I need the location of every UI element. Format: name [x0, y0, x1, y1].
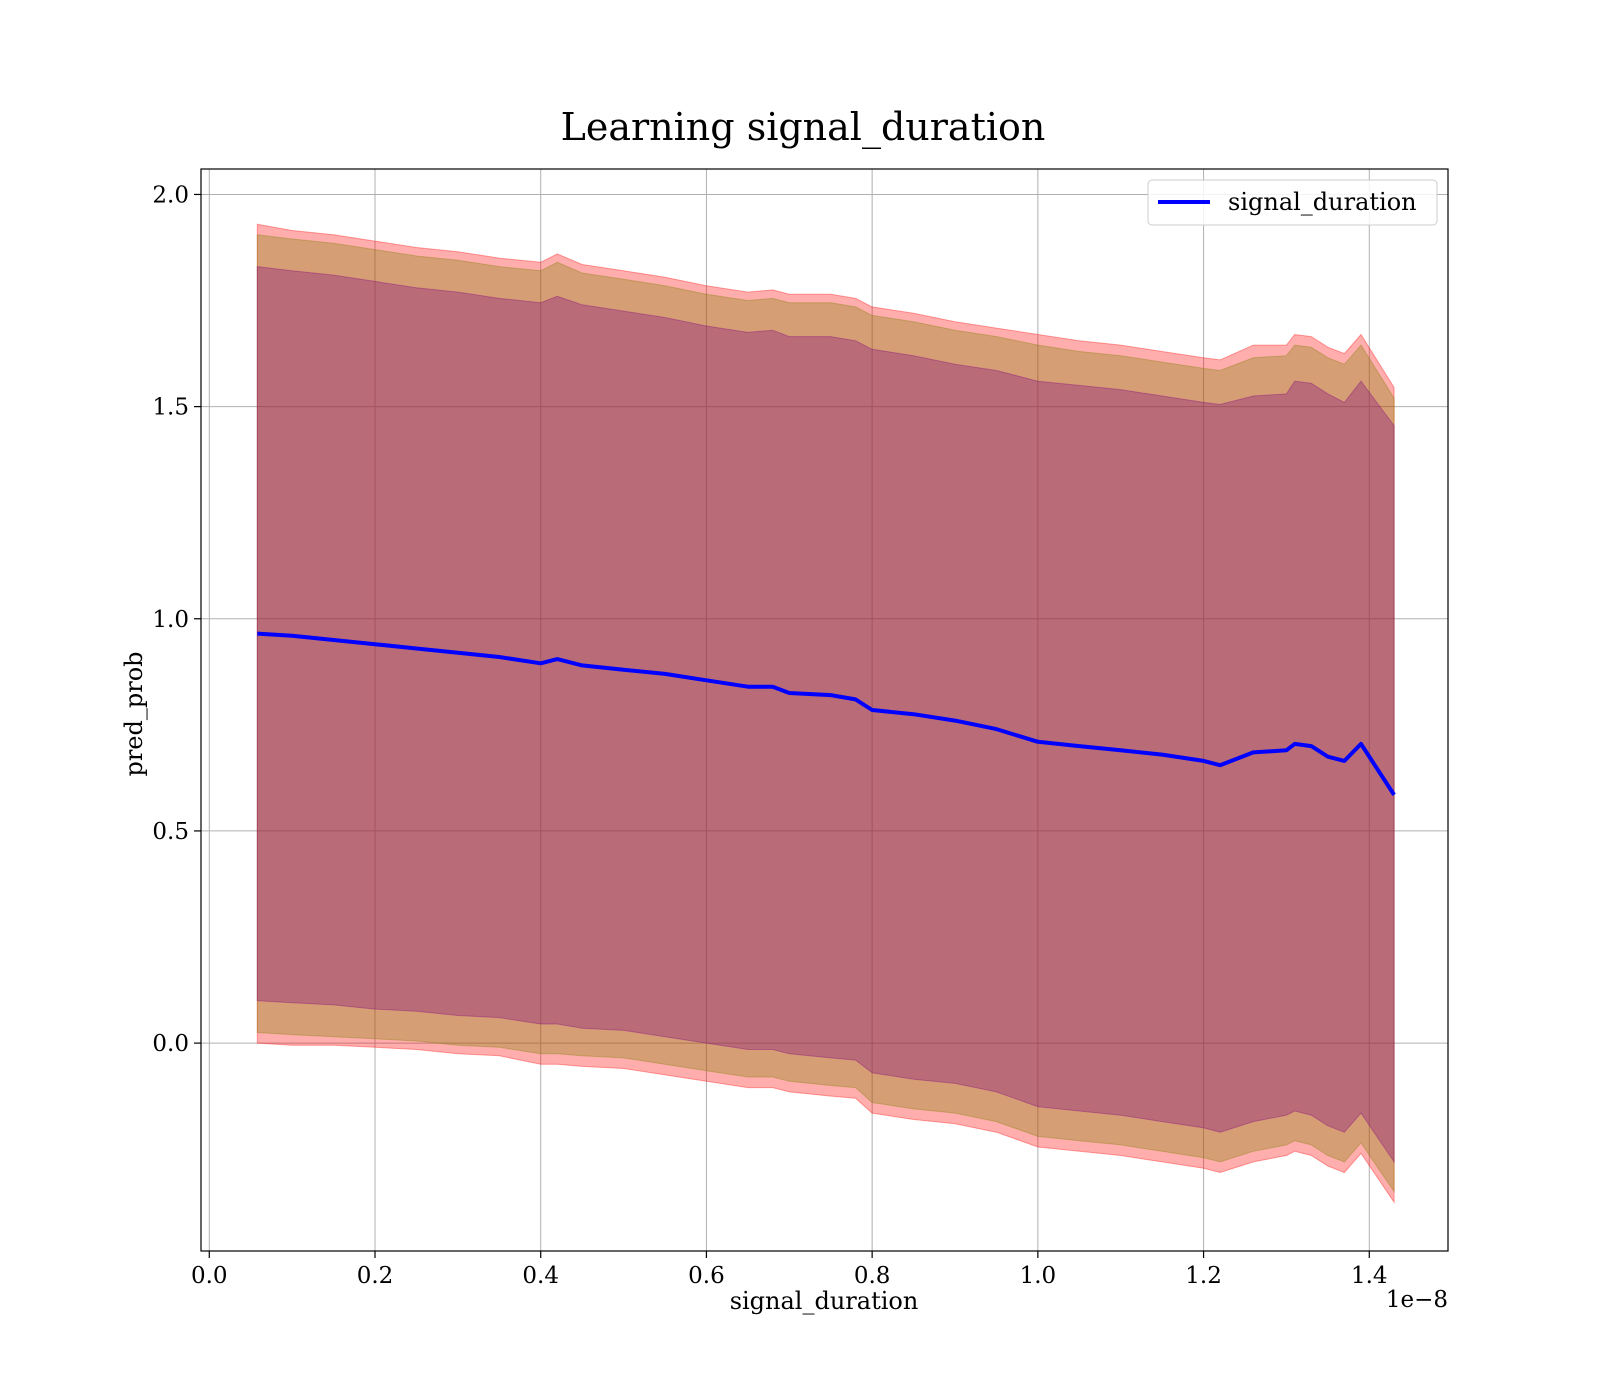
y-tick-label: 1.0 — [152, 607, 189, 633]
series-line-signal-duration — [257, 631, 1396, 796]
y-axis-label: pred_prob — [120, 651, 148, 776]
legend-label-signal-duration: signal_duration — [1228, 188, 1417, 216]
y-tick-label: 1.5 — [152, 395, 189, 421]
y-tick-label: 0.5 — [152, 819, 189, 845]
y-tick-label: 0.0 — [152, 1031, 189, 1057]
confidence-band-2 — [256, 266, 1395, 1164]
x-tick-label: 0.2 — [357, 1263, 394, 1289]
x-offset-label: 1e−8 — [1386, 1287, 1448, 1313]
line-layer — [257, 631, 1396, 796]
ticks-layer: 0.0 0.2 0.4 0.6 0.8 1.0 1.2 1.4 0.0 0.5 1.0 1.5 2.0 — [152, 182, 1387, 1289]
legend-box — [1147, 179, 1438, 226]
x-axis-label: signal_duration — [730, 1287, 919, 1315]
y-tick-label: 2.0 — [152, 182, 189, 208]
bands-layer — [256, 223, 1395, 1204]
legend: signal_duration — [1147, 179, 1438, 226]
x-tick-label: 0.0 — [191, 1263, 228, 1289]
x-tick-label: 0.6 — [688, 1263, 725, 1289]
plot-frame — [200, 168, 1449, 1252]
x-tick-label: 1.4 — [1351, 1263, 1388, 1289]
x-tick-label: 1.0 — [1020, 1263, 1057, 1289]
confidence-band-1 — [256, 234, 1395, 1194]
x-tick-label: 0.8 — [854, 1263, 891, 1289]
confidence-band-0 — [256, 223, 1395, 1204]
x-tick-label: 0.4 — [522, 1263, 559, 1289]
x-tick-label: 1.2 — [1185, 1263, 1222, 1289]
chart-title: Learning signal_duration — [561, 105, 1046, 150]
